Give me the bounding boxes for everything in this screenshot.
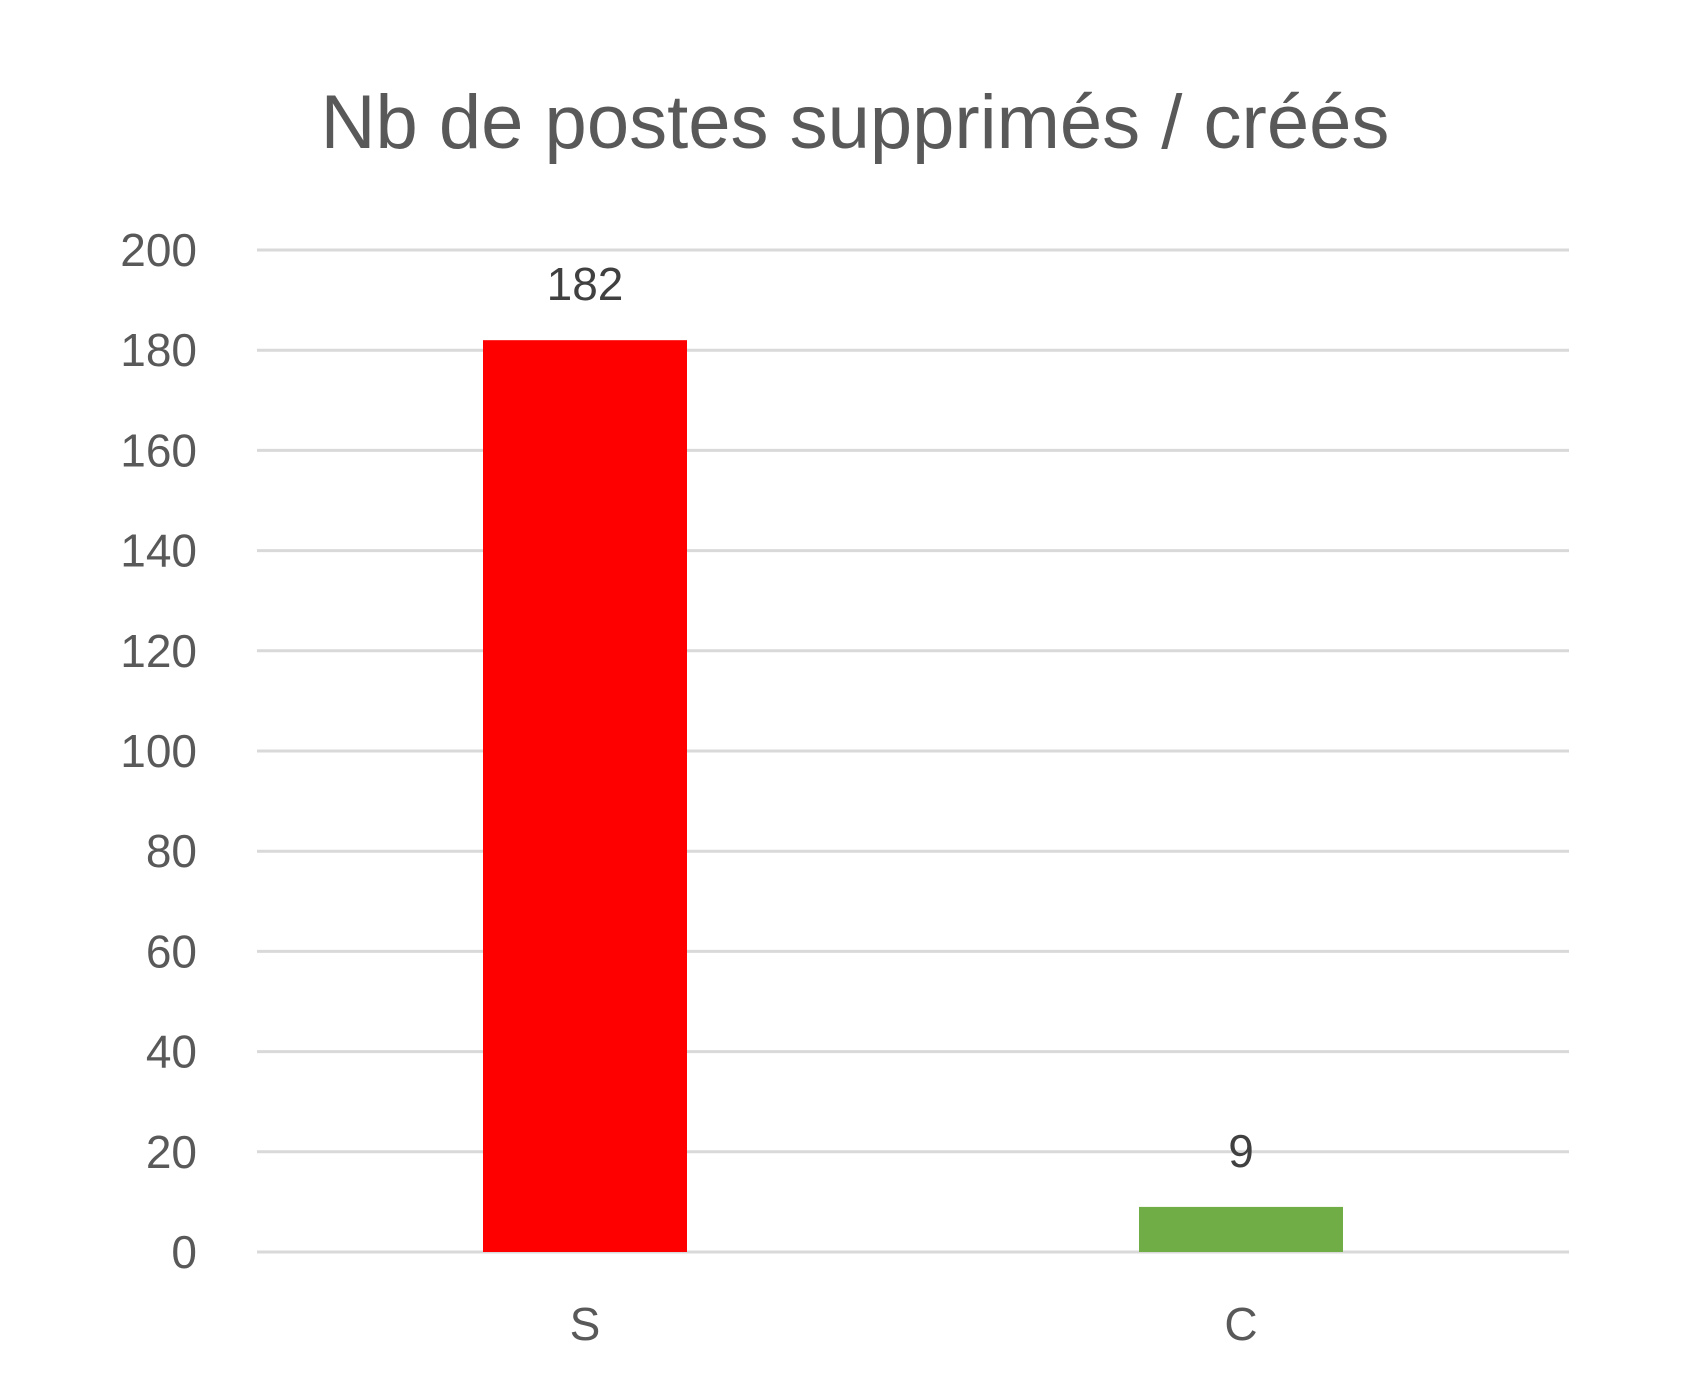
chart-title: Nb de postes supprimés / créés <box>321 80 1390 165</box>
bars <box>483 340 1343 1252</box>
gridlines <box>257 248 1569 1254</box>
y-tick-label: 160 <box>120 424 197 476</box>
x-category-label: S <box>570 1298 601 1350</box>
y-tick-label: 80 <box>146 825 197 877</box>
y-tick-label: 20 <box>146 1126 197 1178</box>
bar-S <box>483 340 687 1252</box>
bar-C <box>1139 1206 1343 1252</box>
y-tick-label: 0 <box>171 1226 197 1278</box>
x-category-label: C <box>1224 1298 1257 1350</box>
y-tick-label: 180 <box>120 324 197 376</box>
y-tick-label: 60 <box>146 925 197 977</box>
data-label: 9 <box>1228 1125 1254 1177</box>
data-label: 182 <box>547 258 624 310</box>
y-tick-label: 120 <box>120 625 197 677</box>
y-axis-ticks: 0 20 40 60 80 100 120 140 160 180 200 <box>120 224 197 1278</box>
y-tick-label: 200 <box>120 224 197 276</box>
y-tick-label: 40 <box>146 1026 197 1078</box>
y-tick-label: 100 <box>120 725 197 777</box>
y-tick-label: 140 <box>120 525 197 577</box>
